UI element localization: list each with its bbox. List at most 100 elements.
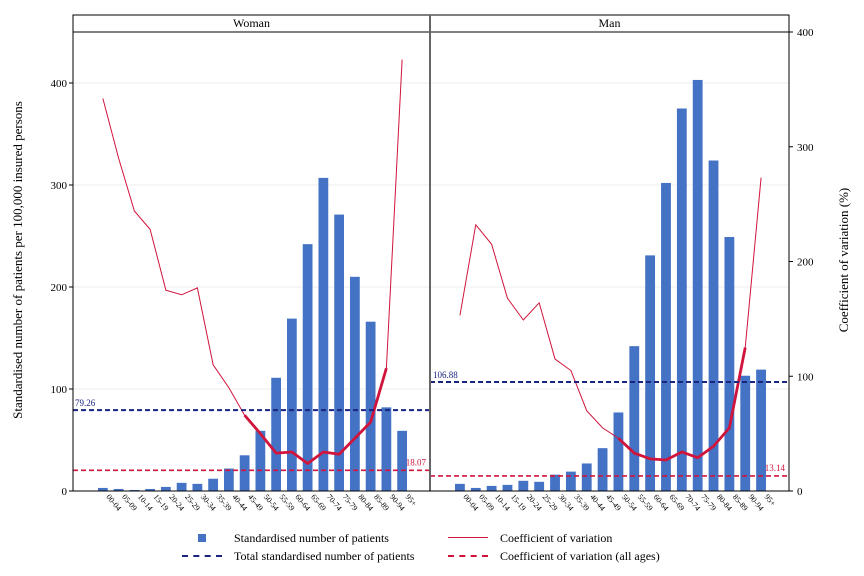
legend-label-bars: Standardised number of patients: [234, 530, 389, 545]
bar: [518, 480, 529, 491]
cv-all-label: 18.07: [406, 457, 427, 467]
x-tick-label: 25-29: [541, 493, 560, 513]
left-tick-label: 100: [51, 384, 68, 396]
cv-all-label: 13.14: [765, 463, 786, 473]
bar: [724, 237, 735, 491]
bar: [381, 407, 392, 491]
x-tick-label: 60-64: [293, 493, 312, 513]
x-tick-label: 70-74: [325, 493, 344, 513]
bar: [334, 214, 345, 491]
x-tick-label: 90-94: [747, 493, 766, 513]
x-tick-label: 40-44: [588, 493, 607, 513]
bar: [223, 468, 234, 491]
x-tick-label: 60-64: [652, 493, 671, 513]
right-tick-label: 200: [797, 257, 814, 269]
bar: [597, 448, 608, 491]
x-tick-label: 50-54: [262, 493, 281, 513]
right-tick-label: 100: [797, 371, 814, 383]
x-tick-label: 20-24: [167, 493, 186, 513]
bar: [365, 321, 376, 491]
bar: [455, 483, 465, 491]
legend-item-total: Total standardised number of patients: [180, 548, 414, 564]
legend-item-cv: Coefficient of variation: [446, 530, 612, 546]
x-tick-label: 85-89: [372, 493, 391, 513]
x-tick-label: 50-54: [620, 493, 639, 513]
bar: [581, 463, 592, 491]
x-tick-label: 55-59: [278, 493, 297, 513]
left-tick-label: 0: [62, 486, 68, 498]
x-tick-label: 80-84: [715, 493, 734, 513]
x-tick-label: 40-44: [230, 493, 249, 513]
x-tick-label: 25-29: [183, 493, 202, 513]
panel-title: Woman: [233, 16, 270, 30]
bar: [286, 318, 297, 491]
left-tick-label: 300: [51, 180, 68, 192]
x-tick-label: 80-84: [356, 493, 375, 513]
left-tick-label: 200: [51, 282, 68, 294]
x-tick-label: 15-19: [509, 493, 528, 513]
bar: [692, 79, 703, 491]
bar: [145, 488, 156, 491]
x-tick-label: 05-09: [477, 493, 496, 513]
x-tick-label: 70-74: [683, 493, 702, 513]
bar: [397, 430, 408, 491]
bar: [661, 182, 671, 491]
right-tick-label: 400: [797, 27, 814, 39]
x-tick-label: 85-89: [731, 493, 750, 513]
bar: [192, 483, 203, 491]
bar: [756, 369, 766, 491]
x-tick-label: 65-69: [667, 493, 686, 513]
bar: [176, 482, 187, 491]
x-tick-label: 35-39: [215, 493, 234, 513]
bar: [629, 346, 640, 491]
axes-layer: 0 100 200 300 400 0 100 200 300 400: [51, 15, 814, 498]
x-tick-label: 30-34: [199, 493, 218, 513]
bar: [129, 489, 140, 491]
bar: [708, 160, 719, 491]
panel-woman: Woman 00-0405-0910-1415-1920-2425-2930-34…: [72, 14, 431, 513]
right-tick-label: 300: [797, 142, 814, 154]
x-tick-label: 45-49: [604, 493, 623, 513]
x-tick-label: 10-14: [136, 493, 155, 513]
bar: [318, 177, 329, 492]
x-tick-label: 10-14: [493, 493, 512, 513]
legend-dash-red-icon: [446, 548, 490, 564]
x-tick-label: 45-49: [246, 493, 265, 513]
legend-label-cv: Coefficient of variation: [500, 530, 613, 545]
bar: [486, 485, 497, 491]
legend-item-cv-all: Coefficient of variation (all ages): [446, 548, 660, 564]
bar: [470, 487, 481, 491]
x-tick-label: 00-04: [461, 493, 480, 513]
cv-line-bold: [243, 367, 388, 465]
panel-man: Man 00-0405-0910-1415-1920-2425-2930-3435…: [429, 14, 790, 513]
bar: [565, 471, 576, 491]
bar: [208, 478, 219, 491]
panel-title: Man: [599, 16, 621, 30]
left-axis-label: Standardised number of patients per 100,…: [10, 101, 25, 419]
x-tick-label: 75-79: [699, 493, 718, 513]
bar: [160, 486, 171, 491]
bar: [349, 276, 360, 491]
total-label: 106.88: [433, 370, 458, 380]
x-tick-label: 55-59: [636, 493, 655, 513]
bar: [613, 412, 624, 491]
bar: [502, 484, 513, 491]
bar: [534, 481, 545, 491]
bar: [645, 255, 656, 491]
legend-line-icon: [446, 530, 490, 546]
bar: [550, 474, 560, 491]
x-tick-label: 20-24: [525, 493, 544, 513]
bar: [302, 244, 313, 491]
x-tick-label: 65-69: [309, 493, 328, 513]
legend-dash-blue-icon: [180, 548, 224, 564]
x-tick-label: 35-39: [572, 493, 591, 513]
x-tick-label: 90-94: [388, 493, 407, 513]
legend-item-bars: Standardised number of patients: [180, 530, 389, 546]
left-tick-label: 400: [51, 78, 68, 90]
right-tick-label: 0: [797, 486, 803, 498]
bar: [97, 487, 108, 491]
bar: [239, 455, 250, 491]
bar: [676, 108, 687, 491]
bar: [255, 430, 266, 491]
